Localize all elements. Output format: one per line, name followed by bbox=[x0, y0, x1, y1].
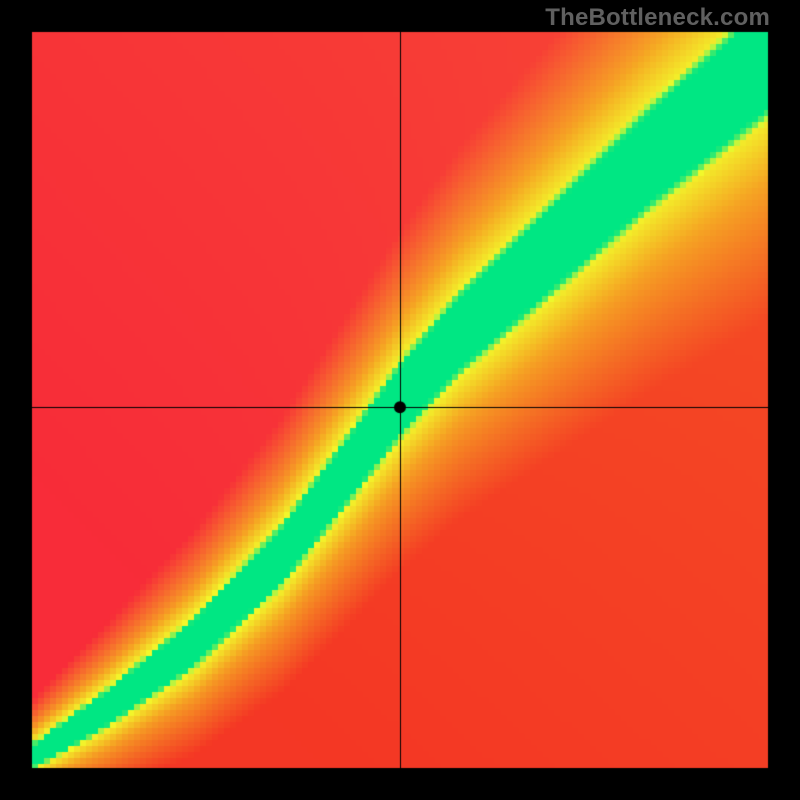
chart-container: TheBottleneck.com bbox=[0, 0, 800, 800]
heatmap-canvas bbox=[0, 0, 800, 800]
watermark-text: TheBottleneck.com bbox=[545, 4, 770, 32]
